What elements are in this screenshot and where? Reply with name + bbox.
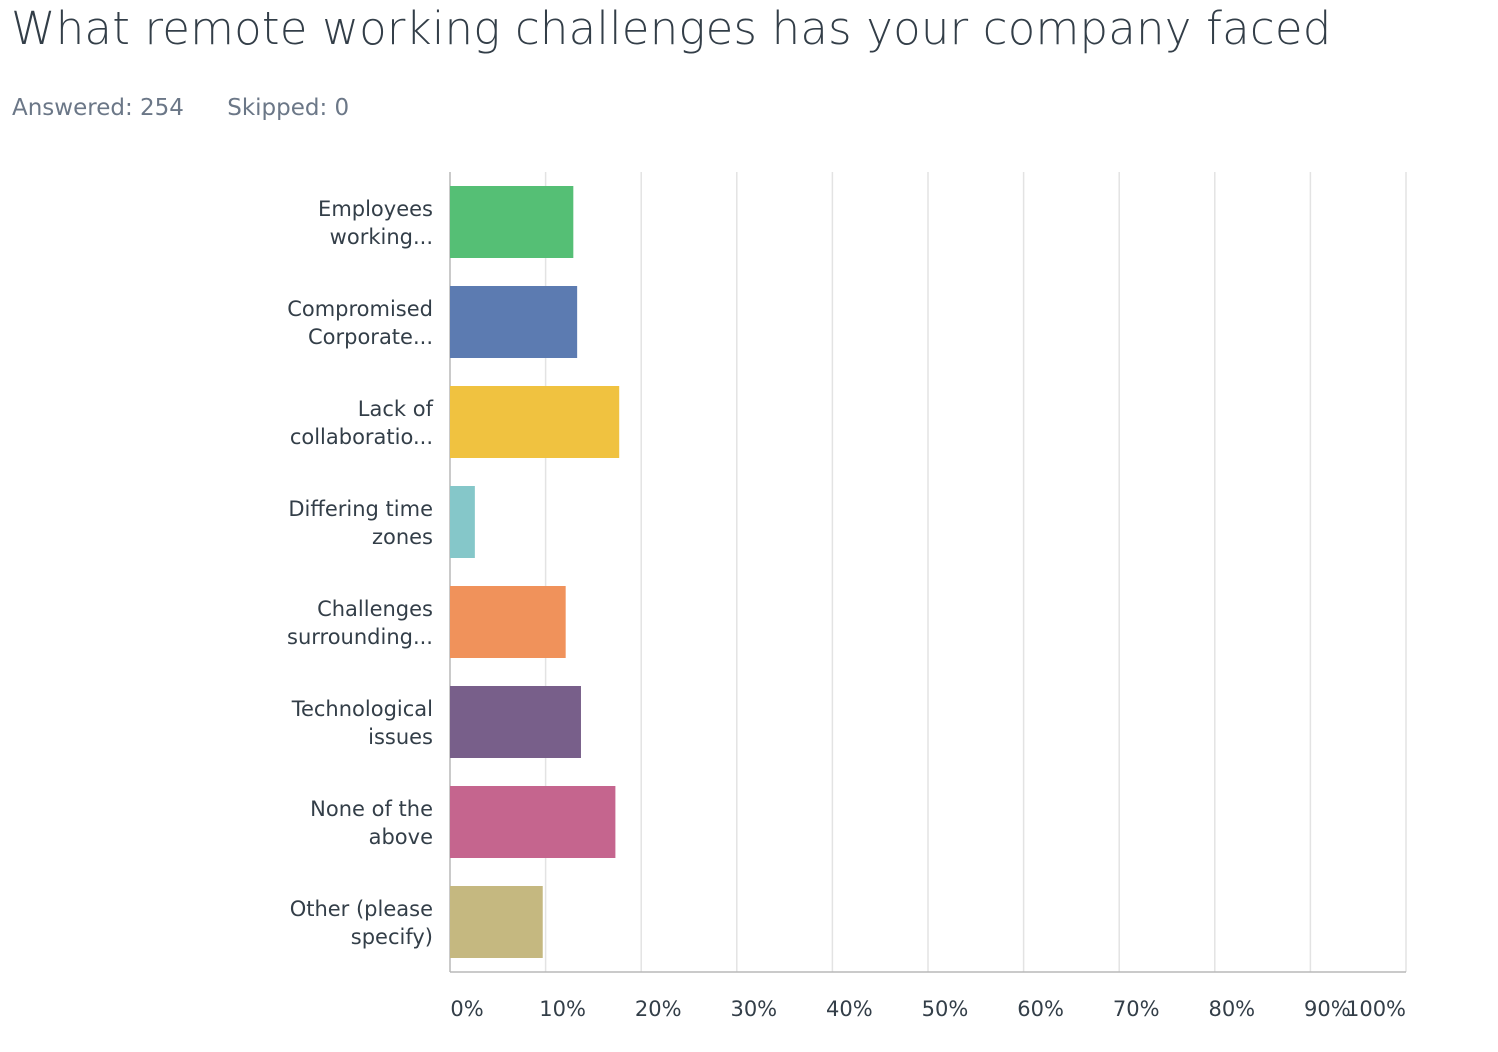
answered-count: Answered: 254 bbox=[12, 95, 184, 121]
response-stats: Answered: 254 Skipped: 0 bbox=[12, 95, 349, 121]
x-tick-label: 20% bbox=[635, 997, 682, 1021]
chart-title: What remote working challenges has your … bbox=[11, 2, 1332, 55]
category-label: Employees working... bbox=[318, 197, 433, 249]
bar bbox=[450, 886, 543, 958]
skipped-count: Skipped: 0 bbox=[227, 95, 350, 121]
x-tick-label: 50% bbox=[922, 997, 969, 1021]
x-tick-label: 0% bbox=[450, 997, 483, 1021]
bar bbox=[450, 586, 566, 658]
category-label: Technological issues bbox=[291, 697, 433, 749]
bar bbox=[450, 386, 620, 458]
bar bbox=[450, 286, 578, 358]
x-tick-label: 30% bbox=[730, 997, 777, 1021]
category-label: Challenges surrounding... bbox=[287, 597, 433, 649]
category-label: Compromised Corporate... bbox=[287, 297, 433, 349]
bar bbox=[450, 686, 581, 758]
category-label: Lack of collaboratio... bbox=[290, 397, 434, 449]
category-label: Differing time zones bbox=[288, 497, 433, 549]
category-label: None of the above bbox=[310, 797, 433, 849]
bar bbox=[450, 186, 574, 258]
bar bbox=[450, 786, 616, 858]
bar bbox=[450, 486, 475, 558]
x-tick-label: 40% bbox=[826, 997, 873, 1021]
x-tick-label: 90% bbox=[1304, 997, 1351, 1021]
x-tick-label: 60% bbox=[1017, 997, 1064, 1021]
category-label: Other (please specify) bbox=[290, 897, 433, 949]
x-tick-label: 80% bbox=[1208, 997, 1255, 1021]
x-tick-label: 100% bbox=[1346, 997, 1406, 1021]
x-tick-label: 70% bbox=[1113, 997, 1160, 1021]
x-tick-label: 10% bbox=[539, 997, 586, 1021]
